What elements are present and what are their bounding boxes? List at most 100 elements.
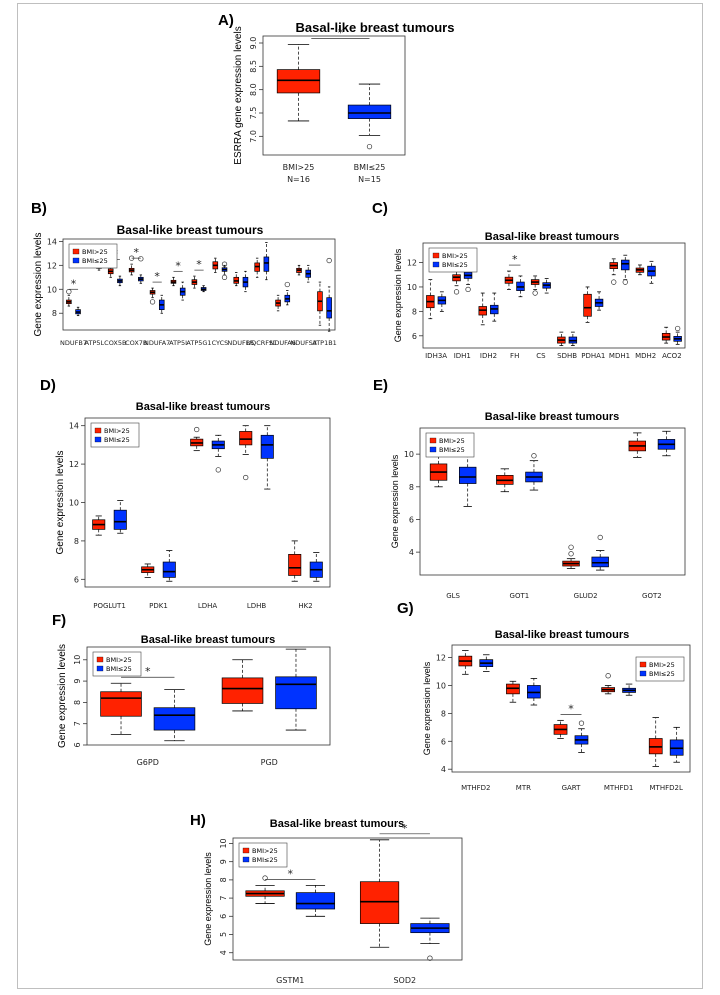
x-tick-label: SDHB [557,352,577,360]
outlier-point [243,475,248,480]
box-bmi-high [426,280,434,319]
box-bmi-high [240,426,252,480]
y-axis-label: Gene expression levels [422,661,432,755]
outlier-point [675,326,680,331]
panel-label: C) [372,200,388,217]
box-bmi-high [192,276,197,288]
box-bmi-low [327,258,332,331]
x-tick-sublabel: N=15 [358,175,381,184]
y-tick-label: 4 [219,950,228,955]
panel-c: C)Basal-like breast tumours681012Gene ex… [372,200,685,360]
legend-label: BMI>25 [106,656,132,664]
box-bmi-low [159,295,164,313]
legend-label: BMI>25 [104,427,130,435]
y-tick-label: 10 [69,499,79,508]
panel-h: H) Basal-like breast tumours45678910Gene … [190,812,462,985]
box-bmi-high [584,287,592,322]
panel-title: Basal-like breast tumours [296,20,455,35]
box-bmi-high [636,265,644,275]
x-tick-label: HK2 [298,602,312,610]
box-bmi-low [276,649,317,730]
legend-label: BMI>25 [439,437,465,445]
legend-swatch [95,437,101,442]
box-bmi-high [459,651,472,675]
box-bmi-low [543,278,551,293]
legend-swatch [640,662,646,667]
significance-star: * [145,665,151,678]
outlier-point [150,300,155,305]
y-tick-label: 6 [73,742,82,747]
x-tick-label: PGD [261,758,278,767]
panel-f: F)Basal-like breast tumours678910Gene ex… [52,612,330,767]
y-tick-label: 9 [73,679,82,684]
legend-label: BMI≤25 [106,665,132,673]
outlier-point [623,280,628,285]
legend-label: BMI>25 [442,252,468,260]
y-tick-label: 9.0 [249,37,258,50]
box-bmi-low [490,293,498,321]
box-bmi-high [297,265,302,275]
outlier-point [216,468,221,473]
y-tick-label: 7 [73,721,82,726]
iqr-box [261,435,273,458]
box-bmi-low [212,435,224,472]
significance-star: * [568,702,574,715]
box-bmi-high [142,564,154,577]
y-axis-label: ESRRA gene expression levels [233,26,244,164]
y-axis-label: Gene expression levels [55,451,66,555]
x-tick-label: COX5B [104,339,126,347]
legend-swatch [73,258,79,263]
iqr-box [360,882,398,924]
panel-title: Basal-like breast tumours [270,818,405,830]
iqr-box [348,105,391,119]
x-tick-label: CYCS [212,339,229,347]
y-tick-label: 6 [441,737,446,746]
y-tick-label: 8 [409,483,414,492]
panel-title: Basal-like breast tumours [485,411,620,423]
box-bmi-low [459,454,476,506]
legend-swatch [430,438,436,443]
box-bmi-low [575,721,588,753]
x-tick-label: GLS [446,592,460,600]
y-axis-label: Gene expression levels [33,233,44,337]
outlier-point [606,673,611,678]
legend-swatch [430,447,436,452]
y-tick-label: 14 [47,237,57,246]
iqr-box [584,294,592,316]
y-tick-label: 8 [412,307,417,316]
iqr-box [276,677,317,709]
iqr-box [327,298,332,318]
x-tick-label: CS [536,352,546,360]
x-tick-label: GOT2 [642,592,662,600]
box-bmi-high [360,840,398,947]
y-tick-label: 6 [219,914,228,919]
iqr-box [277,70,320,93]
box-bmi-low [592,535,609,570]
x-tick-label: LDHA [198,602,218,610]
x-tick-label: BMI≤25 [354,163,386,172]
outlier-point [466,287,471,292]
panel-label: H) [190,812,206,829]
x-tick-label: MTHFD2 [461,784,490,792]
legend-label: BMI>25 [252,847,278,855]
box-bmi-high [662,327,670,343]
x-tick-label: IDH3A [425,352,447,360]
box-bmi-low [348,84,391,149]
box-bmi-low [658,431,675,456]
y-tick-label: 8 [219,877,228,882]
box-bmi-low [670,727,683,762]
x-tick-label: GART [562,784,582,792]
legend-label: BMI>25 [649,661,675,669]
x-tick-label: ATP5G1 [186,339,211,347]
box-bmi-low [517,276,525,297]
plot-frame [263,36,405,155]
x-tick-label: IDH2 [480,352,497,360]
panel-a: A) Basal-like breast tumours 7.0 7.5 8.0 8.5 9… [218,12,454,184]
y-tick-label: 10 [73,655,82,665]
iqr-box [154,708,195,730]
x-tick-label: ATP5I [169,339,187,347]
outlier-point [569,545,574,550]
box-bmi-low [261,426,273,489]
box-bmi-low [621,255,629,284]
legend-label: BMI≤25 [439,446,465,454]
